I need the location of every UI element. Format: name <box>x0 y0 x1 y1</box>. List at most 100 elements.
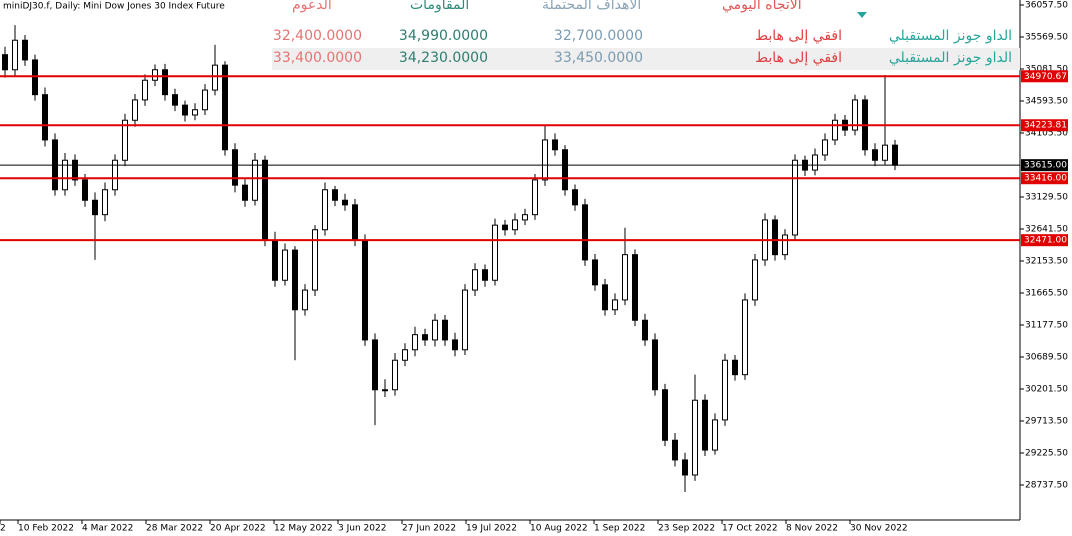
candle-body <box>612 299 618 311</box>
candle-body <box>742 299 748 376</box>
candle-body <box>462 289 468 351</box>
candle-body <box>832 119 838 141</box>
chart-title: miniDJ30.f, Daily: Mini Dow Jones 30 Ind… <box>3 2 225 12</box>
candle-body <box>332 189 338 201</box>
candle-body <box>602 284 608 311</box>
candle-body <box>882 144 888 161</box>
y-tick-label: 31665.50 <box>1025 289 1068 299</box>
candle-body <box>252 159 258 201</box>
candle-body <box>442 319 448 341</box>
candle-body <box>242 184 248 201</box>
x-tick-label: 1 Sep 2022 <box>594 524 645 534</box>
signal-table: الاتجاه اليومي الأهداف المحتملة المقاوما… <box>272 0 1020 70</box>
candle-body <box>512 219 518 231</box>
candle-body <box>32 59 38 96</box>
candle-body <box>682 459 688 476</box>
y-tick-label: 30201.50 <box>1025 385 1068 395</box>
candle-body <box>542 139 548 181</box>
x-tick-label: 4 Mar 2022 <box>82 524 133 534</box>
candle-body <box>772 219 778 256</box>
candle-body <box>142 79 148 101</box>
candle-body <box>122 119 128 161</box>
candle-body <box>662 389 668 441</box>
candle-body <box>792 159 798 236</box>
candle-body <box>712 419 718 451</box>
x-tick-label: 10 Aug 2022 <box>530 524 588 534</box>
candle-body <box>852 99 858 131</box>
candle-body <box>312 229 318 291</box>
candle-body <box>582 204 588 261</box>
y-tick-label: 30689.50 <box>1025 353 1068 363</box>
candle-body <box>72 159 78 181</box>
x-tick-label: 23 Sep 2022 <box>658 524 715 534</box>
candle-body <box>182 104 188 116</box>
candle-body <box>892 144 898 166</box>
y-tick-label: 35569.50 <box>1025 33 1068 43</box>
x-tick-label: 20 Apr 2022 <box>210 524 266 534</box>
candle-body <box>102 189 108 216</box>
candle-body <box>202 89 208 111</box>
candle-body <box>572 189 578 206</box>
candle-body <box>262 159 268 241</box>
candle-body <box>422 334 428 341</box>
candle-body <box>502 224 508 231</box>
candle-body <box>382 389 388 392</box>
candle-body <box>452 339 458 351</box>
trend: افقي إلى هابط <box>755 28 842 44</box>
x-tick-label: 3 Jun 2022 <box>338 524 386 534</box>
candle-body <box>12 39 18 71</box>
x-tick-label: 27 Jun 2022 <box>402 524 456 534</box>
level-tag <box>1021 172 1068 185</box>
candle-body <box>322 189 328 231</box>
y-tick-label: 35081.50 <box>1025 65 1068 75</box>
candle-body <box>162 69 168 96</box>
y-tick-label: 31177.50 <box>1025 321 1068 331</box>
y-tick-label: 29225.50 <box>1025 449 1068 459</box>
candle-body <box>642 319 648 341</box>
x-tick-label: 28 Mar 2022 <box>146 524 203 534</box>
current-price-tag <box>1021 159 1068 172</box>
candle-body <box>292 249 298 311</box>
candle-body <box>752 259 758 301</box>
candle-body <box>392 359 398 391</box>
candle-body <box>112 159 118 191</box>
level-label: 34223.81 <box>1024 121 1067 131</box>
candle-body <box>132 99 138 121</box>
instrument: الداو جونز المستقبلي <box>888 50 1012 66</box>
candle-body <box>872 149 878 161</box>
trend: افقي إلى هابط <box>755 50 842 66</box>
resistance: 34,990.0000 <box>398 28 488 44</box>
candle-body <box>632 254 638 321</box>
candle-body <box>152 69 158 81</box>
y-tick-label: 34593.50 <box>1025 97 1068 107</box>
y-tick-label: 32153.50 <box>1025 257 1068 267</box>
candle-body <box>622 254 628 301</box>
row-background <box>272 48 1020 70</box>
candle-body <box>482 269 488 281</box>
candle-body <box>232 149 238 186</box>
menu-arrow[interactable] <box>857 12 867 18</box>
x-tick-label: 10 Feb 2022 <box>18 524 74 534</box>
level-tag <box>1021 234 1068 247</box>
level-tag <box>1021 70 1068 83</box>
x-tick-label: 19 Jul 2022 <box>466 524 517 534</box>
candle-body <box>22 39 28 61</box>
header-cell: الأهداف المحتملة <box>542 0 642 13</box>
candle-body <box>92 199 98 216</box>
candle-body <box>652 339 658 391</box>
candle-body <box>192 109 198 116</box>
x-tick-label: 30 Nov 2022 <box>850 524 908 534</box>
instrument: الداو جونز المستقبلي <box>888 28 1012 44</box>
candle-body <box>172 94 178 106</box>
level-tag <box>1021 119 1068 132</box>
candle-body <box>732 359 738 376</box>
support: 33,400.0000 <box>272 50 362 66</box>
candle-body <box>432 319 438 341</box>
candle-body <box>362 239 368 341</box>
candle-body <box>302 289 308 311</box>
target: 32,700.0000 <box>553 28 643 44</box>
y-tick-label: 32641.50 <box>1025 225 1068 235</box>
candle-body <box>672 439 678 461</box>
